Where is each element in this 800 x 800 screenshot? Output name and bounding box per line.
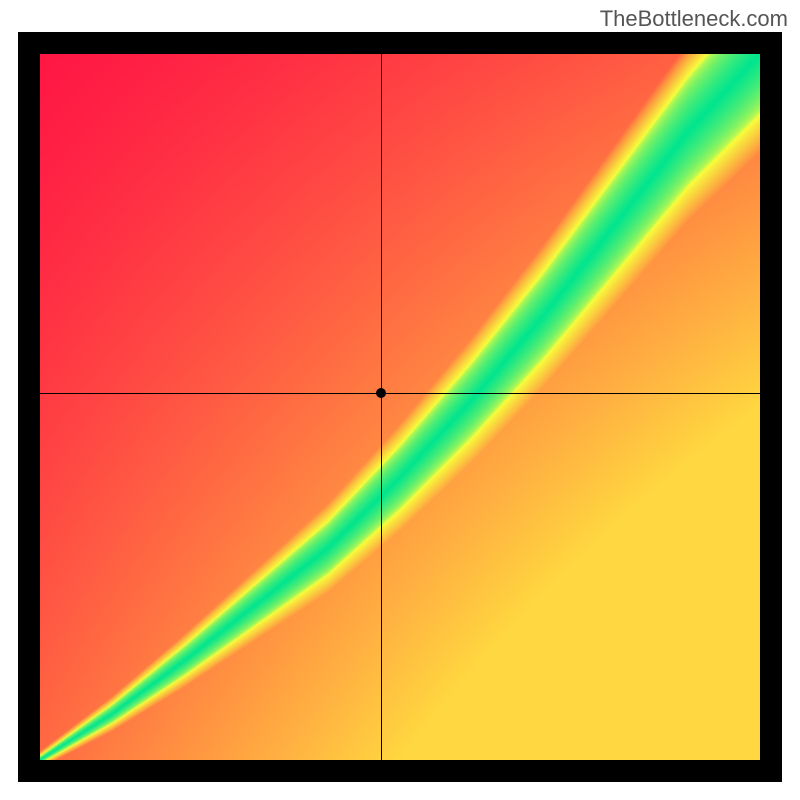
- plot-frame: [18, 32, 782, 782]
- watermark-text: TheBottleneck.com: [600, 6, 788, 32]
- crosshair-vertical: [381, 54, 382, 760]
- heatmap-canvas: [40, 54, 760, 760]
- marker-dot: [376, 388, 386, 398]
- chart-container: TheBottleneck.com: [0, 0, 800, 800]
- crosshair-horizontal: [40, 393, 760, 394]
